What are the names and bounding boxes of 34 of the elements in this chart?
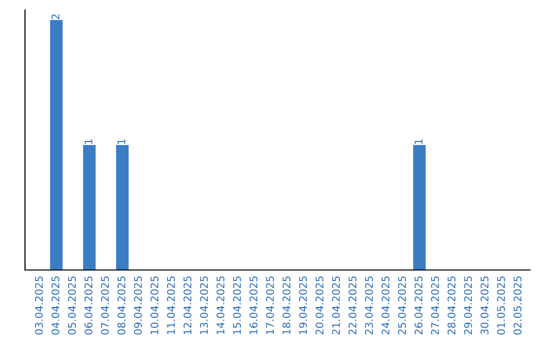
x-tick-label: 27.04.2025 — [431, 276, 439, 334]
x-tick-label: 05.04.2025 — [68, 276, 76, 335]
x-tick-label: 07.04.2025 — [101, 276, 109, 335]
data-label: 1 — [84, 139, 92, 144]
x-tick-label: 10.04.2025 — [150, 276, 158, 334]
x-tick-label: 26.04.2025 — [414, 276, 422, 334]
data-label: 1 — [118, 139, 126, 144]
x-tick-label: 18.04.2025 — [282, 276, 290, 334]
x-tick-label: 19.04.2025 — [299, 276, 307, 334]
x-tick-label: 09.04.2025 — [134, 276, 142, 335]
x-tick-label: 03.04.2025 — [34, 276, 43, 335]
x-tick-label: 08.04.2025 — [118, 276, 126, 335]
x-tick-label: 30.04.2025 — [480, 276, 488, 334]
x-tick-label: 21.04.2025 — [332, 276, 340, 334]
x-tick-label: 25.04.2025 — [398, 276, 406, 334]
x-tick-label: 17.04.2025 — [266, 276, 274, 334]
x-tick-label: 01.05.2025 — [497, 276, 505, 335]
data-label: 1 — [414, 139, 422, 144]
x-tick-label: 12.04.2025 — [184, 276, 192, 334]
x-tick-label: 04.04.2025 — [52, 276, 60, 335]
x-tick-label: 15.04.2025 — [233, 276, 241, 334]
x-tick-label: 29.04.2025 — [464, 276, 472, 334]
x-tick-label: 13.04.2025 — [200, 276, 208, 334]
x-tick-label: 14.04.2025 — [216, 276, 224, 334]
x-tick-label: 23.04.2025 — [365, 276, 373, 334]
x-tick-label: 28.04.2025 — [448, 276, 456, 334]
x-tick-label: 11.04.2025 — [167, 276, 175, 334]
x-tick-label: 24.04.2025 — [382, 276, 390, 334]
x-tick-label: 16.04.2025 — [250, 276, 258, 334]
data-label: 2 — [52, 14, 60, 20]
x-tick-label: 22.04.2025 — [348, 276, 356, 334]
x-tick-label: 02.05.2025 — [514, 276, 522, 335]
x-tick-label: 06.04.2025 — [84, 276, 92, 335]
x-tick-label: 20.04.2025 — [316, 276, 324, 334]
